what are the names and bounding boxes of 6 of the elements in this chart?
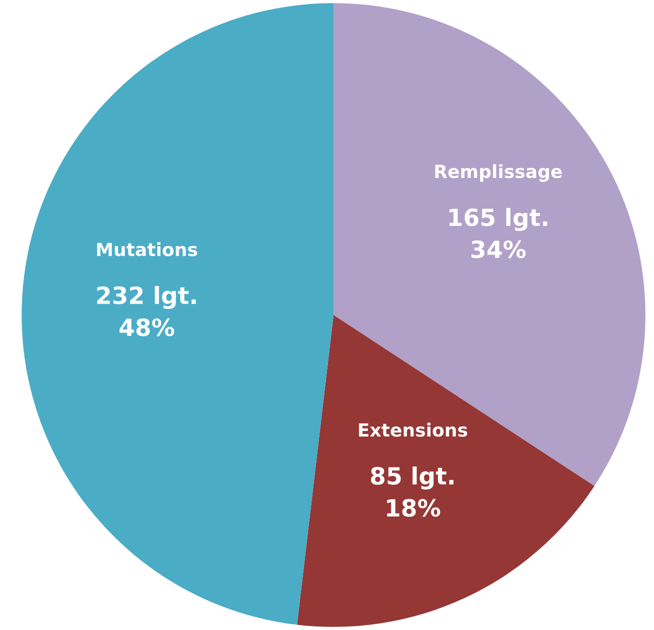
- data-label: 165 lgt. 34%: [449, 208, 548, 258]
- slice-label: Mutations: [97, 242, 198, 256]
- data-label: 232 lgt. 48%: [97, 286, 196, 336]
- slice-label: Remplissage: [435, 164, 562, 182]
- slice-label: Extensions: [359, 422, 468, 437]
- data-label: 85 lgt. 18%: [370, 466, 454, 517]
